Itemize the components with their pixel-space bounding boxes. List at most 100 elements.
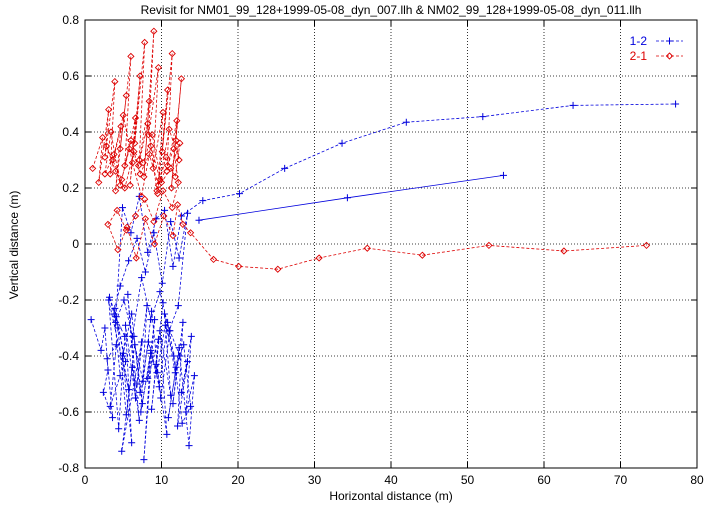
data-point [171, 173, 179, 181]
data-point [116, 372, 124, 380]
series-line [90, 103, 676, 460]
data-point [115, 425, 123, 433]
data-point [170, 145, 178, 153]
y-tick-label: -0.2 [58, 293, 79, 307]
data-point [119, 349, 127, 357]
data-point [172, 363, 180, 371]
data-point [165, 327, 173, 335]
data-point [138, 274, 146, 282]
axis-ticks: 0 10 20 30 40 50 60 70 80 -0.8 -0.6 -0.4 -0.2 0 0.2 0.4… [58, 13, 704, 487]
data-point [147, 316, 155, 324]
data-point [124, 290, 132, 298]
x-tick-label: 0 [82, 473, 89, 487]
plot-frame [84, 19, 698, 469]
data-point [150, 217, 158, 226]
data-point [141, 195, 149, 203]
data-point [111, 77, 119, 86]
data-point [165, 125, 173, 133]
data-point [169, 400, 177, 408]
data-point [131, 212, 140, 220]
data-point [135, 192, 143, 200]
legend-label: 1-2 [630, 34, 648, 48]
data-point [127, 136, 135, 145]
data-point [148, 307, 156, 315]
y-tick-label: -0.4 [58, 349, 79, 363]
data-point [150, 240, 159, 248]
data-point [185, 442, 193, 450]
series-2 [89, 27, 651, 273]
data-point [315, 254, 323, 262]
data-point [180, 341, 188, 349]
data-point [338, 139, 346, 147]
data-point [138, 400, 146, 408]
data-point [122, 91, 130, 100]
data-point [140, 456, 148, 464]
data-point [111, 167, 120, 175]
legend: 1-22-1 [630, 34, 683, 63]
data-point [195, 216, 203, 224]
data-point [107, 128, 115, 136]
data-point [161, 206, 169, 214]
data-point [144, 374, 152, 382]
data-point [153, 369, 161, 377]
data-point [158, 279, 166, 287]
data-point [190, 372, 198, 380]
data-point [122, 321, 130, 329]
data-point [139, 159, 147, 167]
data-point [235, 262, 243, 271]
data-point [184, 358, 192, 366]
data-point [131, 394, 139, 402]
data-point [161, 310, 169, 318]
data-point [159, 108, 167, 117]
data-point [119, 111, 127, 119]
data-point [136, 72, 144, 80]
data-point [169, 262, 177, 270]
legend-label: 2-1 [630, 49, 648, 63]
data-point [672, 100, 680, 108]
data-point [156, 175, 164, 184]
data-point [418, 251, 427, 259]
data-point [144, 248, 152, 256]
data-point [184, 209, 192, 217]
data-point [343, 194, 351, 202]
data-point [147, 142, 155, 150]
data-point [97, 346, 105, 354]
x-tick-label: 40 [384, 473, 398, 487]
data-point [125, 386, 133, 394]
data-point [112, 341, 120, 349]
data-point [141, 215, 150, 223]
data-point [106, 402, 114, 410]
data-point [125, 145, 134, 153]
series-line [198, 175, 504, 221]
x-tick-label: 50 [461, 473, 475, 487]
data-point [172, 136, 180, 145]
data-point [136, 170, 144, 178]
data-point [133, 380, 141, 388]
data-point [145, 97, 153, 105]
data-point [169, 231, 177, 240]
x-tick-label: 20 [231, 473, 245, 487]
data-point [112, 318, 120, 326]
data-point [164, 414, 172, 422]
data-point [108, 156, 117, 164]
data-point [161, 321, 169, 329]
data-point [155, 383, 163, 391]
data-point [110, 150, 118, 159]
data-point [128, 332, 136, 340]
data-point [116, 282, 124, 290]
data-point [122, 411, 130, 419]
data-point [163, 161, 172, 170]
data-point [363, 244, 371, 252]
data-point [118, 447, 126, 455]
data-point [167, 184, 176, 192]
data-point [149, 164, 157, 173]
data-point [485, 241, 493, 250]
series-1 [195, 171, 507, 224]
data-point [177, 388, 185, 396]
data-point [99, 388, 107, 396]
data-point [156, 288, 164, 296]
data-point [170, 352, 178, 360]
series-group [87, 27, 680, 464]
x-axis-label: Horizontal distance (m) [329, 489, 452, 503]
